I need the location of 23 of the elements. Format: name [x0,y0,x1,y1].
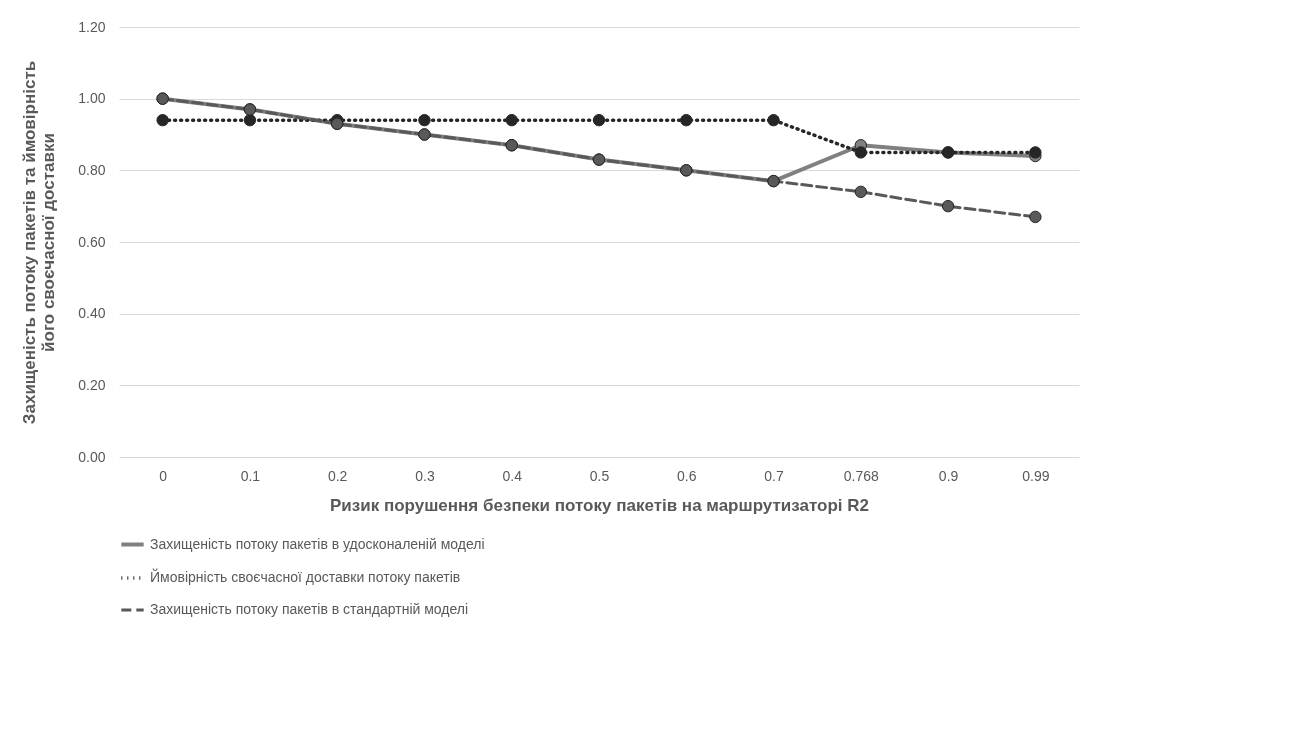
x-tick-label: 0.4 [502,467,523,484]
y-tick-label: 0.60 [78,233,106,250]
x-tick-label: 0 [159,467,168,484]
y-tick-label: 0.00 [78,448,106,465]
y-axis-title: Захищеність потоку пакетів та ймовірність його своєчасної доставки [20,60,59,425]
x-tick-label: 0.1 [240,467,261,484]
x-tick-label: 0.5 [589,467,610,484]
x-tick-label: 0.7 [764,467,784,484]
x-tick-label: 0.768 [843,467,880,484]
y-tick-label: 1.00 [78,90,106,107]
x-axis-title: Ризик порушення безпеки потоку пакетів на маршрутизаторі R2 [329,495,870,515]
x-tick-label: 0.9 [938,467,959,484]
x-tick-label: 0.3 [415,467,435,484]
legend-label: Захищеність потоку пакетів в удосконаленій моделі [150,535,485,552]
y-tick-label: 0.40 [78,305,106,322]
x-tick-label: 0.2 [327,467,348,484]
y-tick-label: 1.20 [78,18,106,35]
x-tick-label: 0.6 [677,467,697,484]
x-tick-label: 0.99 [1022,467,1050,484]
y-tick-label: 0.20 [78,376,106,393]
legend-label: Ймовірність своєчасної доставки потоку пакетів [150,568,461,585]
y-tick-label: 0.80 [78,161,106,178]
legend-label: Захищеність потоку пакетів в стандартній моделі [150,601,469,617]
